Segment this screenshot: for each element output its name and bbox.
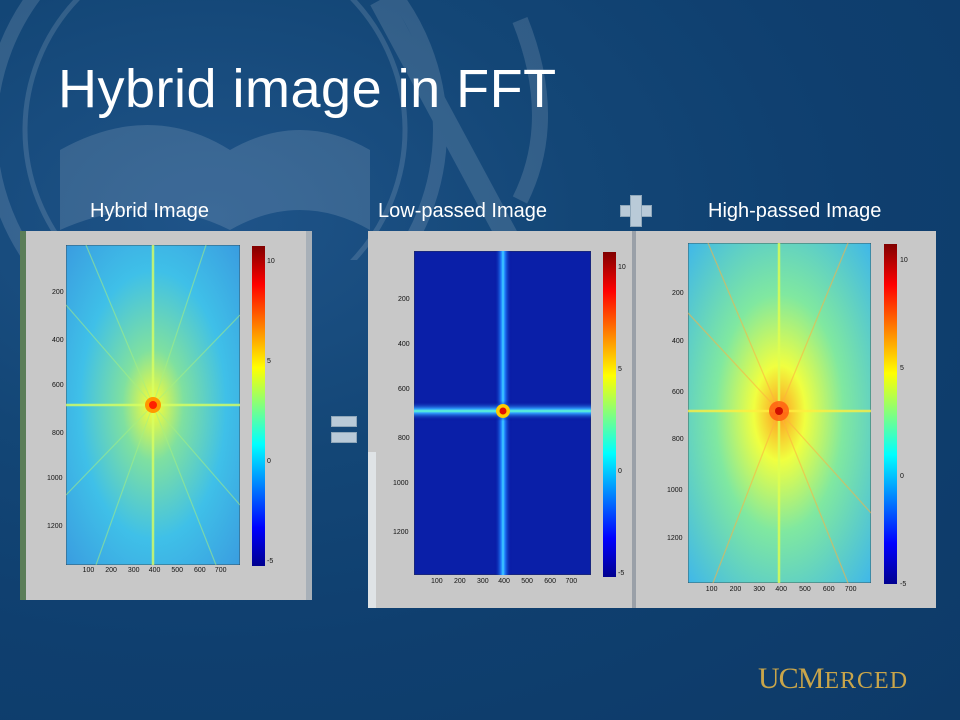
x-tick-label: 500	[171, 567, 184, 574]
y-tick-label: 800	[398, 434, 410, 442]
x-tick-label: 400	[775, 586, 788, 593]
y-tick-label: 200	[398, 295, 410, 303]
y-tick-label: 1200	[47, 522, 63, 530]
x-tick-label: 100	[431, 578, 443, 585]
x-tick-label: 300	[127, 567, 140, 574]
y-tick-label: 1200	[393, 528, 409, 536]
y-tick-label: 400	[398, 340, 410, 348]
y-tick-label: 1200	[667, 534, 683, 542]
colorbar-tick-label: -5	[618, 570, 625, 577]
low-passed-colorbar	[603, 252, 616, 577]
colorbar-tick-label: 5	[267, 358, 271, 365]
hybrid-colorbar	[252, 246, 265, 566]
x-tick-label: 500	[521, 578, 533, 585]
slide-title: Hybrid image in FFT	[58, 59, 557, 119]
colorbar-tick-label: 5	[900, 365, 904, 372]
x-tick-label: 200	[105, 567, 117, 574]
caption-high-passed: High-passed Image	[708, 200, 882, 222]
colorbar-tick-label: 5	[618, 366, 622, 373]
x-tick-label: 600	[544, 578, 556, 585]
caption-low-passed: Low-passed Image	[378, 200, 547, 222]
y-tick-label: 800	[52, 429, 64, 437]
x-tick-label: 200	[729, 586, 742, 593]
y-tick-label: 400	[672, 337, 684, 345]
y-tick-label: 600	[398, 386, 410, 394]
y-tick-label: 600	[672, 388, 684, 396]
y-tick-label: 600	[52, 381, 64, 389]
y-tick-label: 200	[52, 289, 64, 296]
x-tick-label: 700	[214, 567, 227, 574]
colorbar-tick-label: 0	[900, 473, 904, 480]
x-tick-label: 200	[454, 578, 466, 585]
y-tick-label: 1000	[47, 474, 63, 482]
panel-edge	[20, 231, 26, 600]
panel-edge	[306, 231, 312, 600]
colorbar-tick-label: -5	[267, 558, 274, 565]
x-tick-label: 600	[193, 567, 206, 574]
panel-divider	[632, 231, 636, 608]
caption-hybrid: Hybrid Image	[90, 200, 209, 222]
y-tick-label: 1000	[393, 480, 409, 488]
y-tick-label: 200	[672, 290, 684, 297]
plus-icon	[620, 195, 652, 227]
high-passed-colorbar	[884, 244, 897, 584]
seal-watermark	[0, 0, 548, 260]
panel-edge	[368, 452, 376, 608]
x-tick-label: 400	[498, 578, 510, 585]
x-tick-label: 300	[753, 586, 766, 593]
x-tick-label: 100	[82, 567, 95, 574]
x-tick-label: 700	[844, 586, 857, 593]
high-passed-spectrum-plot	[688, 243, 871, 583]
x-tick-label: 300	[477, 578, 489, 585]
colorbar-tick-label: 0	[267, 458, 271, 465]
x-tick-label: 700	[565, 578, 578, 585]
colorbar-tick-label: 10	[900, 257, 908, 264]
y-tick-label: 800	[672, 436, 684, 444]
colorbar-tick-label: 10	[267, 258, 275, 265]
equals-icon	[331, 416, 357, 444]
colorbar-tick-label: 0	[618, 468, 622, 475]
colorbar-tick-label: -5	[900, 581, 907, 588]
uc-merced-logo: UCMERCED	[758, 662, 909, 695]
x-tick-label: 500	[799, 586, 811, 593]
x-tick-label: 600	[822, 586, 835, 593]
hybrid-spectrum-plot	[66, 245, 240, 565]
low-passed-spectrum-plot	[414, 251, 591, 575]
x-tick-label: 400	[148, 567, 161, 574]
y-tick-label: 400	[52, 337, 64, 344]
colorbar-tick-label: 10	[618, 264, 626, 271]
y-tick-label: 1000	[667, 487, 683, 495]
x-tick-label: 100	[705, 586, 718, 593]
